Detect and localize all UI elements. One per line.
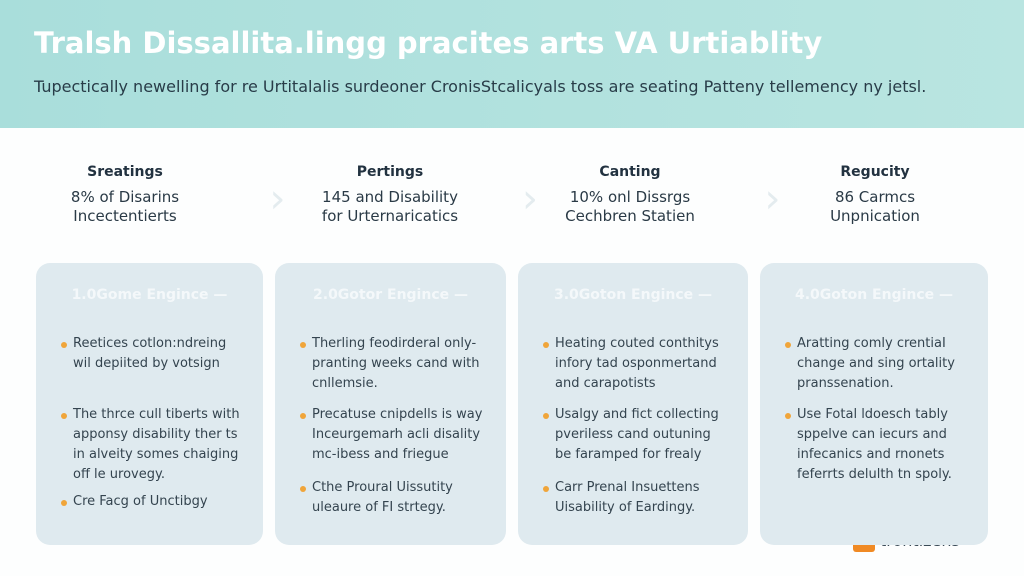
stat-text: for Urternaricatics bbox=[321, 207, 459, 225]
card-title: 2.0Gotor Engince — bbox=[313, 287, 468, 303]
chevron: › bbox=[269, 176, 286, 222]
bullet-text: be faramped for frealy bbox=[555, 447, 702, 462]
bullet-text: Carr Prenal Insuettens bbox=[555, 480, 700, 495]
title: Tralsh Dissallita.lingg pracites arts VA… bbox=[34, 26, 823, 60]
stat-label: Pertings bbox=[356, 164, 424, 180]
bullet-dot bbox=[543, 486, 549, 492]
bullet-text: off le urovegy. bbox=[73, 467, 165, 482]
bullet-text: and carapotists bbox=[555, 376, 656, 391]
bullet-dot bbox=[61, 342, 67, 348]
bullet-text: Therling feodirderal only- bbox=[312, 336, 477, 351]
stat-label: Regucity bbox=[840, 164, 910, 180]
stat-text: Cechbren Statien bbox=[565, 207, 695, 225]
stat-label: Sreatings bbox=[87, 164, 163, 180]
bullet-text: Uisability of Eardingy. bbox=[555, 500, 696, 515]
bullet-text: mc-ibess and friegue bbox=[312, 447, 449, 462]
card bbox=[518, 263, 748, 545]
bullet-text: Aratting comly crentiaI bbox=[797, 336, 946, 351]
card-title: 3.0Goton Engince — bbox=[553, 287, 713, 303]
bullet-text: in alveity somes chaiging bbox=[73, 447, 239, 462]
subtitle: Tupectically newelling for re Urtitalali… bbox=[34, 77, 927, 96]
card-title: 1.0Gome Engince — bbox=[71, 287, 228, 303]
bullet-text: feferrts delulth tn spoly. bbox=[797, 467, 952, 482]
bullet-dot bbox=[61, 413, 67, 419]
bullet-text: Usalgy and fict collecting bbox=[555, 407, 719, 422]
stat-text: 145 and Disability bbox=[322, 188, 458, 206]
header-band bbox=[0, 0, 1024, 128]
chevron: › bbox=[522, 176, 538, 222]
bullet-dot bbox=[785, 413, 791, 419]
bullet-text: pveriless cand outuning bbox=[555, 427, 711, 442]
bullet-text: Heating couted conthitys bbox=[555, 336, 719, 351]
bullet-text: Reetices cotlon:ndreing bbox=[73, 336, 227, 351]
bullet-text: change and sing ortality bbox=[797, 356, 955, 371]
bullet-text: wil depiited by votsign bbox=[73, 356, 220, 371]
bullet-text: uleaure of FI strtegy. bbox=[312, 500, 446, 515]
bullet-dot bbox=[300, 342, 306, 348]
bullet-text: Cre Facg of Unctibgy bbox=[73, 494, 208, 509]
bullet-text: pranting weeks cand with bbox=[312, 356, 480, 371]
stat-text: 8% of Disarins bbox=[70, 188, 180, 206]
stat-label: Canting bbox=[599, 164, 661, 180]
stat-text: 10% onl Dissrgs bbox=[569, 188, 691, 206]
card bbox=[760, 263, 988, 545]
bullet-text: Precatuse cnipdells is way bbox=[312, 407, 483, 422]
bullet-dot bbox=[300, 486, 306, 492]
chevron: › bbox=[764, 176, 781, 222]
bullet-dot bbox=[543, 413, 549, 419]
stat-text: 86 Carmcs bbox=[834, 188, 916, 206]
card bbox=[275, 263, 506, 545]
bullet-text: Use Fotal ldoesch tably bbox=[797, 407, 948, 422]
card bbox=[36, 263, 263, 545]
stat-text: Unpnication bbox=[830, 207, 920, 225]
stat-text: Incectentierts bbox=[73, 207, 177, 225]
bullet-text: pranssenation. bbox=[797, 376, 894, 391]
bullet-text: Inceurgemarh acli disality bbox=[312, 427, 481, 442]
bullet-text: cnllemsie. bbox=[312, 376, 378, 391]
bullet-dot bbox=[61, 500, 67, 506]
bullet-dot bbox=[543, 342, 549, 348]
bullet-text: Cthe Proural Uissutity bbox=[312, 480, 453, 495]
bullet-text: apponsy disability ther ts bbox=[73, 427, 238, 442]
bullet-dot bbox=[785, 342, 791, 348]
bullet-text: infecanics and rnonets bbox=[797, 447, 945, 462]
card-title: 4.0Goton Engince — bbox=[794, 287, 954, 303]
bullet-text: sppelve can iecurs and bbox=[797, 427, 947, 442]
bullet-text: infory tad osponmertand bbox=[555, 356, 717, 371]
bullet-dot bbox=[300, 413, 306, 419]
bullet-text: The thrce cull tiberts with bbox=[73, 407, 240, 422]
